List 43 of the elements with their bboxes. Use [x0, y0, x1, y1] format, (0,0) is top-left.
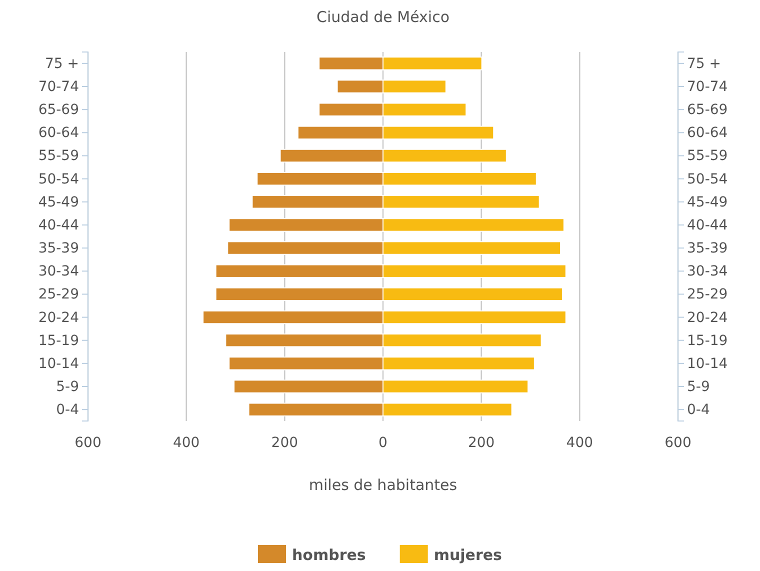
legend-label: mujeres	[434, 546, 502, 564]
category-label: 15-19	[687, 332, 728, 349]
category-label: 25-29	[687, 286, 728, 303]
y-tick-label: 70-74	[38, 78, 80, 95]
category-label: 70-74	[687, 78, 728, 95]
y-tick-label: 75 +	[45, 56, 79, 72]
category-label: 35-39	[687, 240, 728, 257]
category-label: 60-64	[687, 125, 728, 142]
x-axis-title: miles de habitantes	[308, 476, 458, 494]
category-label: 55-59	[687, 148, 728, 164]
category-label: 75 +	[687, 56, 721, 72]
category-label: 20-24	[687, 310, 728, 326]
y-tick-label: 60-64	[38, 125, 80, 142]
y-tick-label: 35-39	[38, 240, 79, 257]
x-tick-label: 600	[74, 434, 102, 451]
y-tick-label: 5-9	[56, 378, 79, 395]
y-tick-label: 45-49	[38, 194, 79, 210]
category-label: 0-4	[687, 402, 710, 418]
legend-label: hombres	[292, 546, 366, 564]
category-label: 30-34	[687, 264, 728, 280]
y-tick-label: 20-24	[38, 310, 80, 326]
category-label: 5-9	[687, 378, 710, 395]
x-tick-label: 200	[468, 434, 495, 451]
x-tick-label: 600	[664, 434, 692, 451]
y-tick-label: 15-19	[38, 332, 79, 349]
y-tick-label: 65-69	[38, 102, 79, 118]
category-label: 40-44	[687, 217, 728, 234]
category-label: 10-14	[687, 356, 728, 372]
x-tick-label: 400	[566, 434, 594, 451]
y-tick-label: 50-54	[38, 171, 80, 188]
y-tick-label: 40-44	[38, 217, 80, 234]
category-label: 65-69	[687, 102, 728, 118]
x-tick-label: 200	[271, 434, 298, 451]
x-tick-label: 0	[378, 434, 388, 451]
category-label: 50-54	[687, 171, 728, 188]
y-tick-label: 55-59	[38, 148, 79, 164]
y-tick-label: 30-34	[38, 264, 80, 280]
y-tick-label: 10-14	[38, 356, 80, 372]
category-label: 45-49	[687, 194, 728, 210]
x-tick-label: 400	[172, 434, 200, 451]
y-tick-label: 0-4	[56, 402, 80, 418]
chart-title: Ciudad de México	[316, 8, 450, 26]
y-tick-label: 25-29	[38, 286, 79, 303]
